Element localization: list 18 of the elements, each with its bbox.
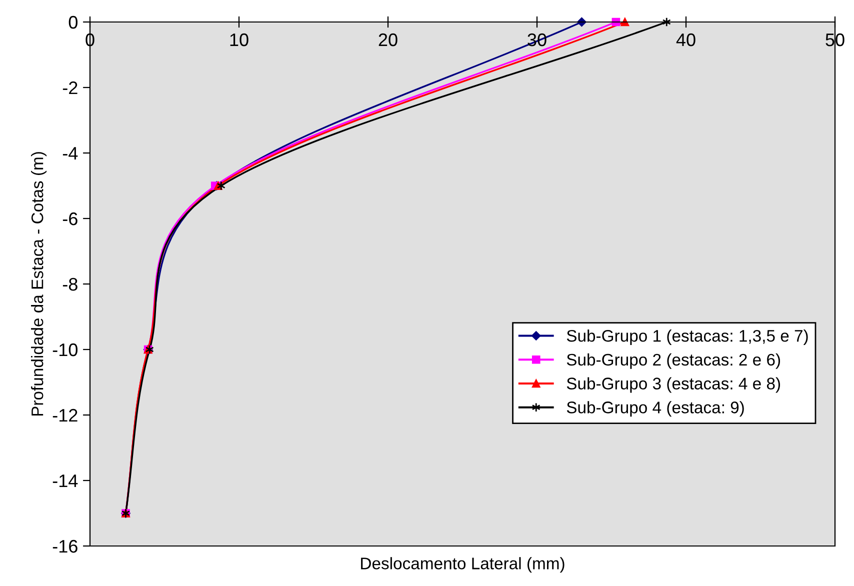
legend-label: Sub-Grupo 1 (estacas: 1,3,5 e 7) (566, 330, 808, 346)
x-tick-label: 10 (230, 33, 248, 46)
x-tick-label: 40 (676, 33, 696, 46)
y-tick-label: -12 (52, 408, 78, 422)
y-tick-label: -14 (52, 474, 78, 488)
x-axis-title: Deslocamento Lateral (mm) (361, 557, 564, 573)
y-tick-label: -8 (62, 278, 78, 291)
y-tick-label: -2 (62, 81, 78, 94)
legend-label: Sub-Grupo 4 (estaca: 9) (566, 401, 744, 417)
y-axis-title: Profundidade da Estaca - Cotas (m) (31, 152, 47, 416)
y-tick-label: -6 (62, 212, 78, 226)
legend-label: Sub-Grupo 2 (estacas: 2 e 6) (566, 353, 780, 369)
x-tick-label: 20 (378, 33, 398, 46)
legend-label: Sub-Grupo 3 (estacas: 4 e 8) (566, 377, 780, 393)
y-tick-label: -16 (52, 540, 78, 553)
y-tick-label: 0 (68, 16, 78, 29)
y-tick-label: -4 (62, 147, 78, 160)
y-tick-label: -10 (52, 343, 78, 356)
